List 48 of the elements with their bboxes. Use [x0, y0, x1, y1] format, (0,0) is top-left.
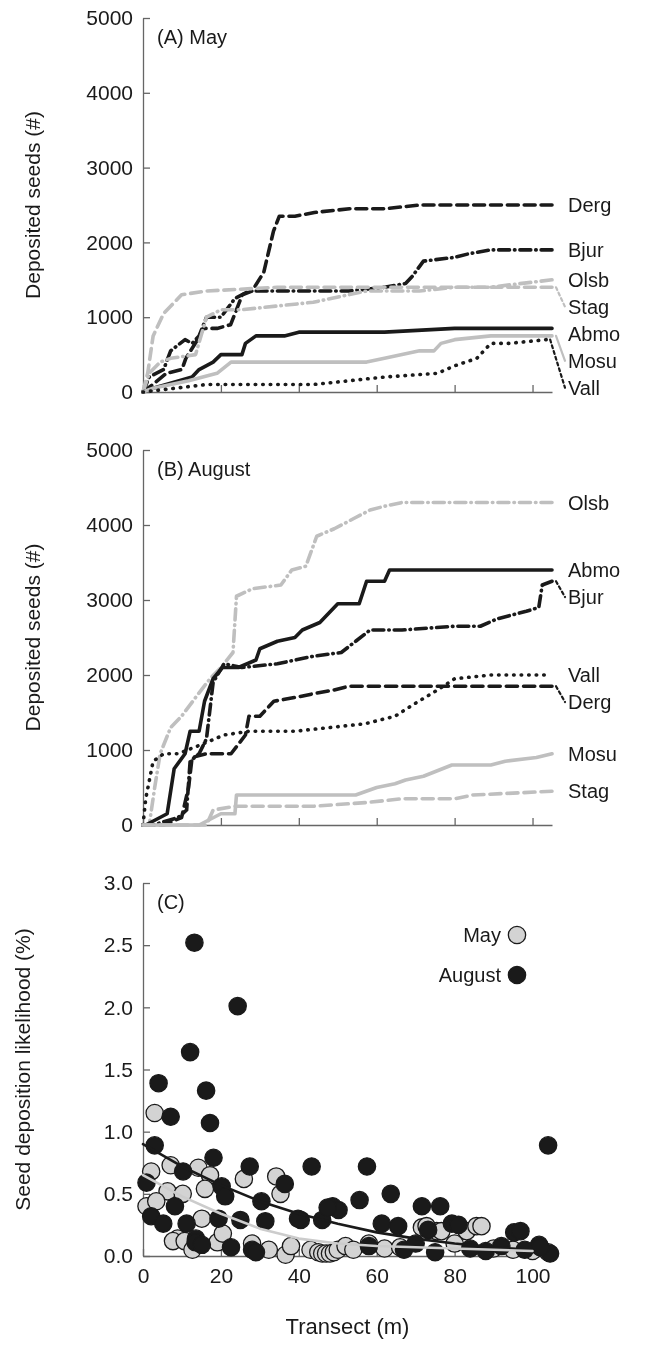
y-tick-label: 3000 — [86, 155, 133, 179]
y-tick-label: 3.0 — [103, 871, 133, 895]
x-tick-label: 60 — [365, 1263, 389, 1287]
y-tick-label: 5000 — [86, 438, 133, 462]
y-axis-title: Deposited seeds (#) — [21, 543, 44, 732]
y-tick-label: 5000 — [86, 6, 133, 30]
series-label: Olsb — [568, 491, 610, 514]
series-label: Vall — [568, 664, 600, 686]
y-tick-label: 2.5 — [103, 933, 133, 957]
y-tick-label: 1.0 — [103, 1119, 133, 1143]
y-tick-label: 0.0 — [103, 1244, 133, 1268]
y-axis-title: Seed deposition likelihood (%) — [11, 928, 34, 1211]
series-label: Stag — [568, 780, 610, 803]
legend-label: May — [463, 924, 501, 946]
legend-label: Derg — [568, 691, 612, 713]
x-tick-label: 80 — [443, 1263, 467, 1287]
legend-label: August — [438, 964, 502, 986]
x-axis-title: Transect (m) — [285, 1314, 410, 1339]
y-tick-label: 0 — [121, 380, 133, 404]
y-tick-label: 2.0 — [103, 995, 133, 1019]
y-tick-label: 4000 — [86, 81, 133, 105]
y-tick-label: 2000 — [86, 663, 133, 687]
text: Vall — [568, 376, 600, 399]
series-label: Abmo — [568, 559, 621, 581]
y-tick-label: 3000 — [86, 588, 133, 612]
legend-label: Stag — [568, 295, 610, 318]
y-tick-label: 1000 — [86, 305, 133, 329]
series-label: Derg — [568, 194, 612, 216]
y-tick-label: 4000 — [86, 513, 133, 537]
chart-title: (C) — [157, 891, 185, 913]
series-label: Abmo — [568, 322, 621, 345]
y-tick-label: 0.5 — [103, 1182, 133, 1206]
y-tick-label: 1000 — [86, 738, 133, 762]
x-tick-label: 0 — [137, 1263, 150, 1287]
series-label: Olsb — [568, 268, 610, 291]
series-label: Mosu — [568, 742, 617, 765]
chart-title: (B) August — [157, 458, 251, 480]
x-tick-label: 20 — [209, 1263, 234, 1287]
y-axis-title: Deposited seeds (#) — [21, 111, 44, 299]
x-tick-label: 40 — [287, 1263, 311, 1287]
x-tick-label: 100 — [515, 1263, 551, 1287]
legend-label: Bjur — [568, 586, 604, 608]
y-tick-label: 1.5 — [103, 1057, 133, 1081]
series-label: Bjur — [568, 238, 604, 261]
legend-label: Mosu — [568, 349, 617, 372]
y-tick-label: 0 — [121, 813, 133, 837]
chart-title: (A) May — [157, 26, 227, 48]
y-tick-label: 2000 — [86, 230, 133, 254]
